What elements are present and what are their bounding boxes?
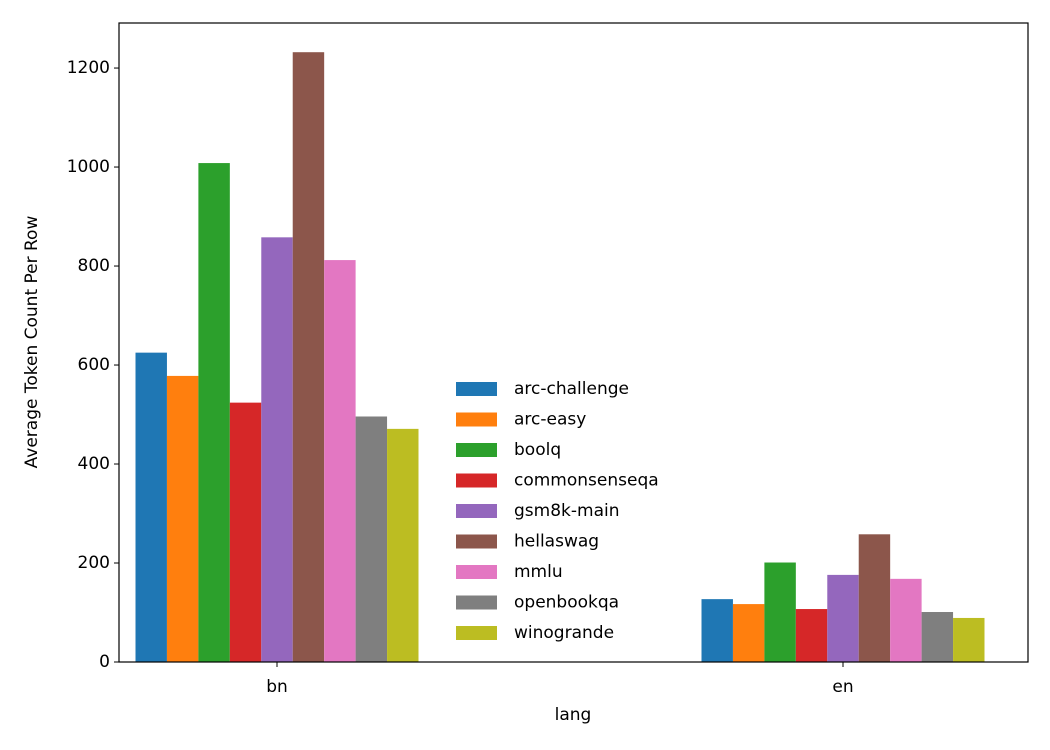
y-tick-label: 400: [78, 454, 110, 474]
bar: [198, 163, 230, 662]
bar: [827, 574, 859, 662]
bar: [355, 416, 388, 662]
bar: [795, 609, 828, 662]
y-tick-label: 800: [78, 256, 110, 276]
legend-label: openbookqa: [514, 593, 619, 613]
y-axis-label: Average Token Count Per Row: [22, 216, 42, 469]
bar: [732, 604, 765, 662]
legend-label: winogrande: [514, 623, 614, 643]
bar: [261, 237, 293, 663]
legend-swatch: [456, 565, 497, 579]
legend-swatch: [456, 626, 497, 640]
legend-label: commonsenseqa: [514, 471, 659, 491]
bar: [324, 260, 356, 662]
legend-label: mmlu: [514, 562, 563, 582]
bar: [387, 428, 419, 662]
y-tick-label: 1000: [67, 157, 110, 177]
legend-swatch: [456, 412, 497, 427]
legend-swatch: [456, 595, 497, 610]
x-axis-label: lang: [555, 705, 592, 725]
bar: [764, 562, 796, 662]
legend-label: arc-easy: [514, 410, 586, 430]
bar: [890, 578, 922, 662]
y-tick-label: 200: [78, 553, 110, 573]
legend-label: arc-challenge: [514, 379, 629, 399]
y-tick-label: 1200: [67, 58, 110, 78]
x-tick-label: en: [832, 677, 853, 697]
legend-label: hellaswag: [514, 532, 599, 552]
bar: [135, 352, 167, 662]
legend-swatch: [456, 443, 497, 457]
legend-swatch: [456, 504, 497, 518]
legend-label: gsm8k-main: [514, 501, 619, 521]
bar: [229, 402, 262, 662]
x-tick-label: bn: [266, 677, 288, 697]
y-tick-label: 600: [78, 355, 110, 375]
bar: [858, 534, 891, 662]
legend-swatch: [456, 382, 497, 396]
legend-label: boolq: [514, 440, 561, 460]
legend-swatch: [456, 534, 497, 549]
bar: [292, 52, 325, 662]
bar: [166, 375, 199, 662]
bar: [921, 612, 954, 662]
plot-frame: [118, 22, 1029, 663]
legend-swatch: [456, 473, 497, 488]
bar: [953, 617, 985, 662]
bar: [701, 599, 733, 662]
y-tick-label: 0: [99, 652, 110, 672]
